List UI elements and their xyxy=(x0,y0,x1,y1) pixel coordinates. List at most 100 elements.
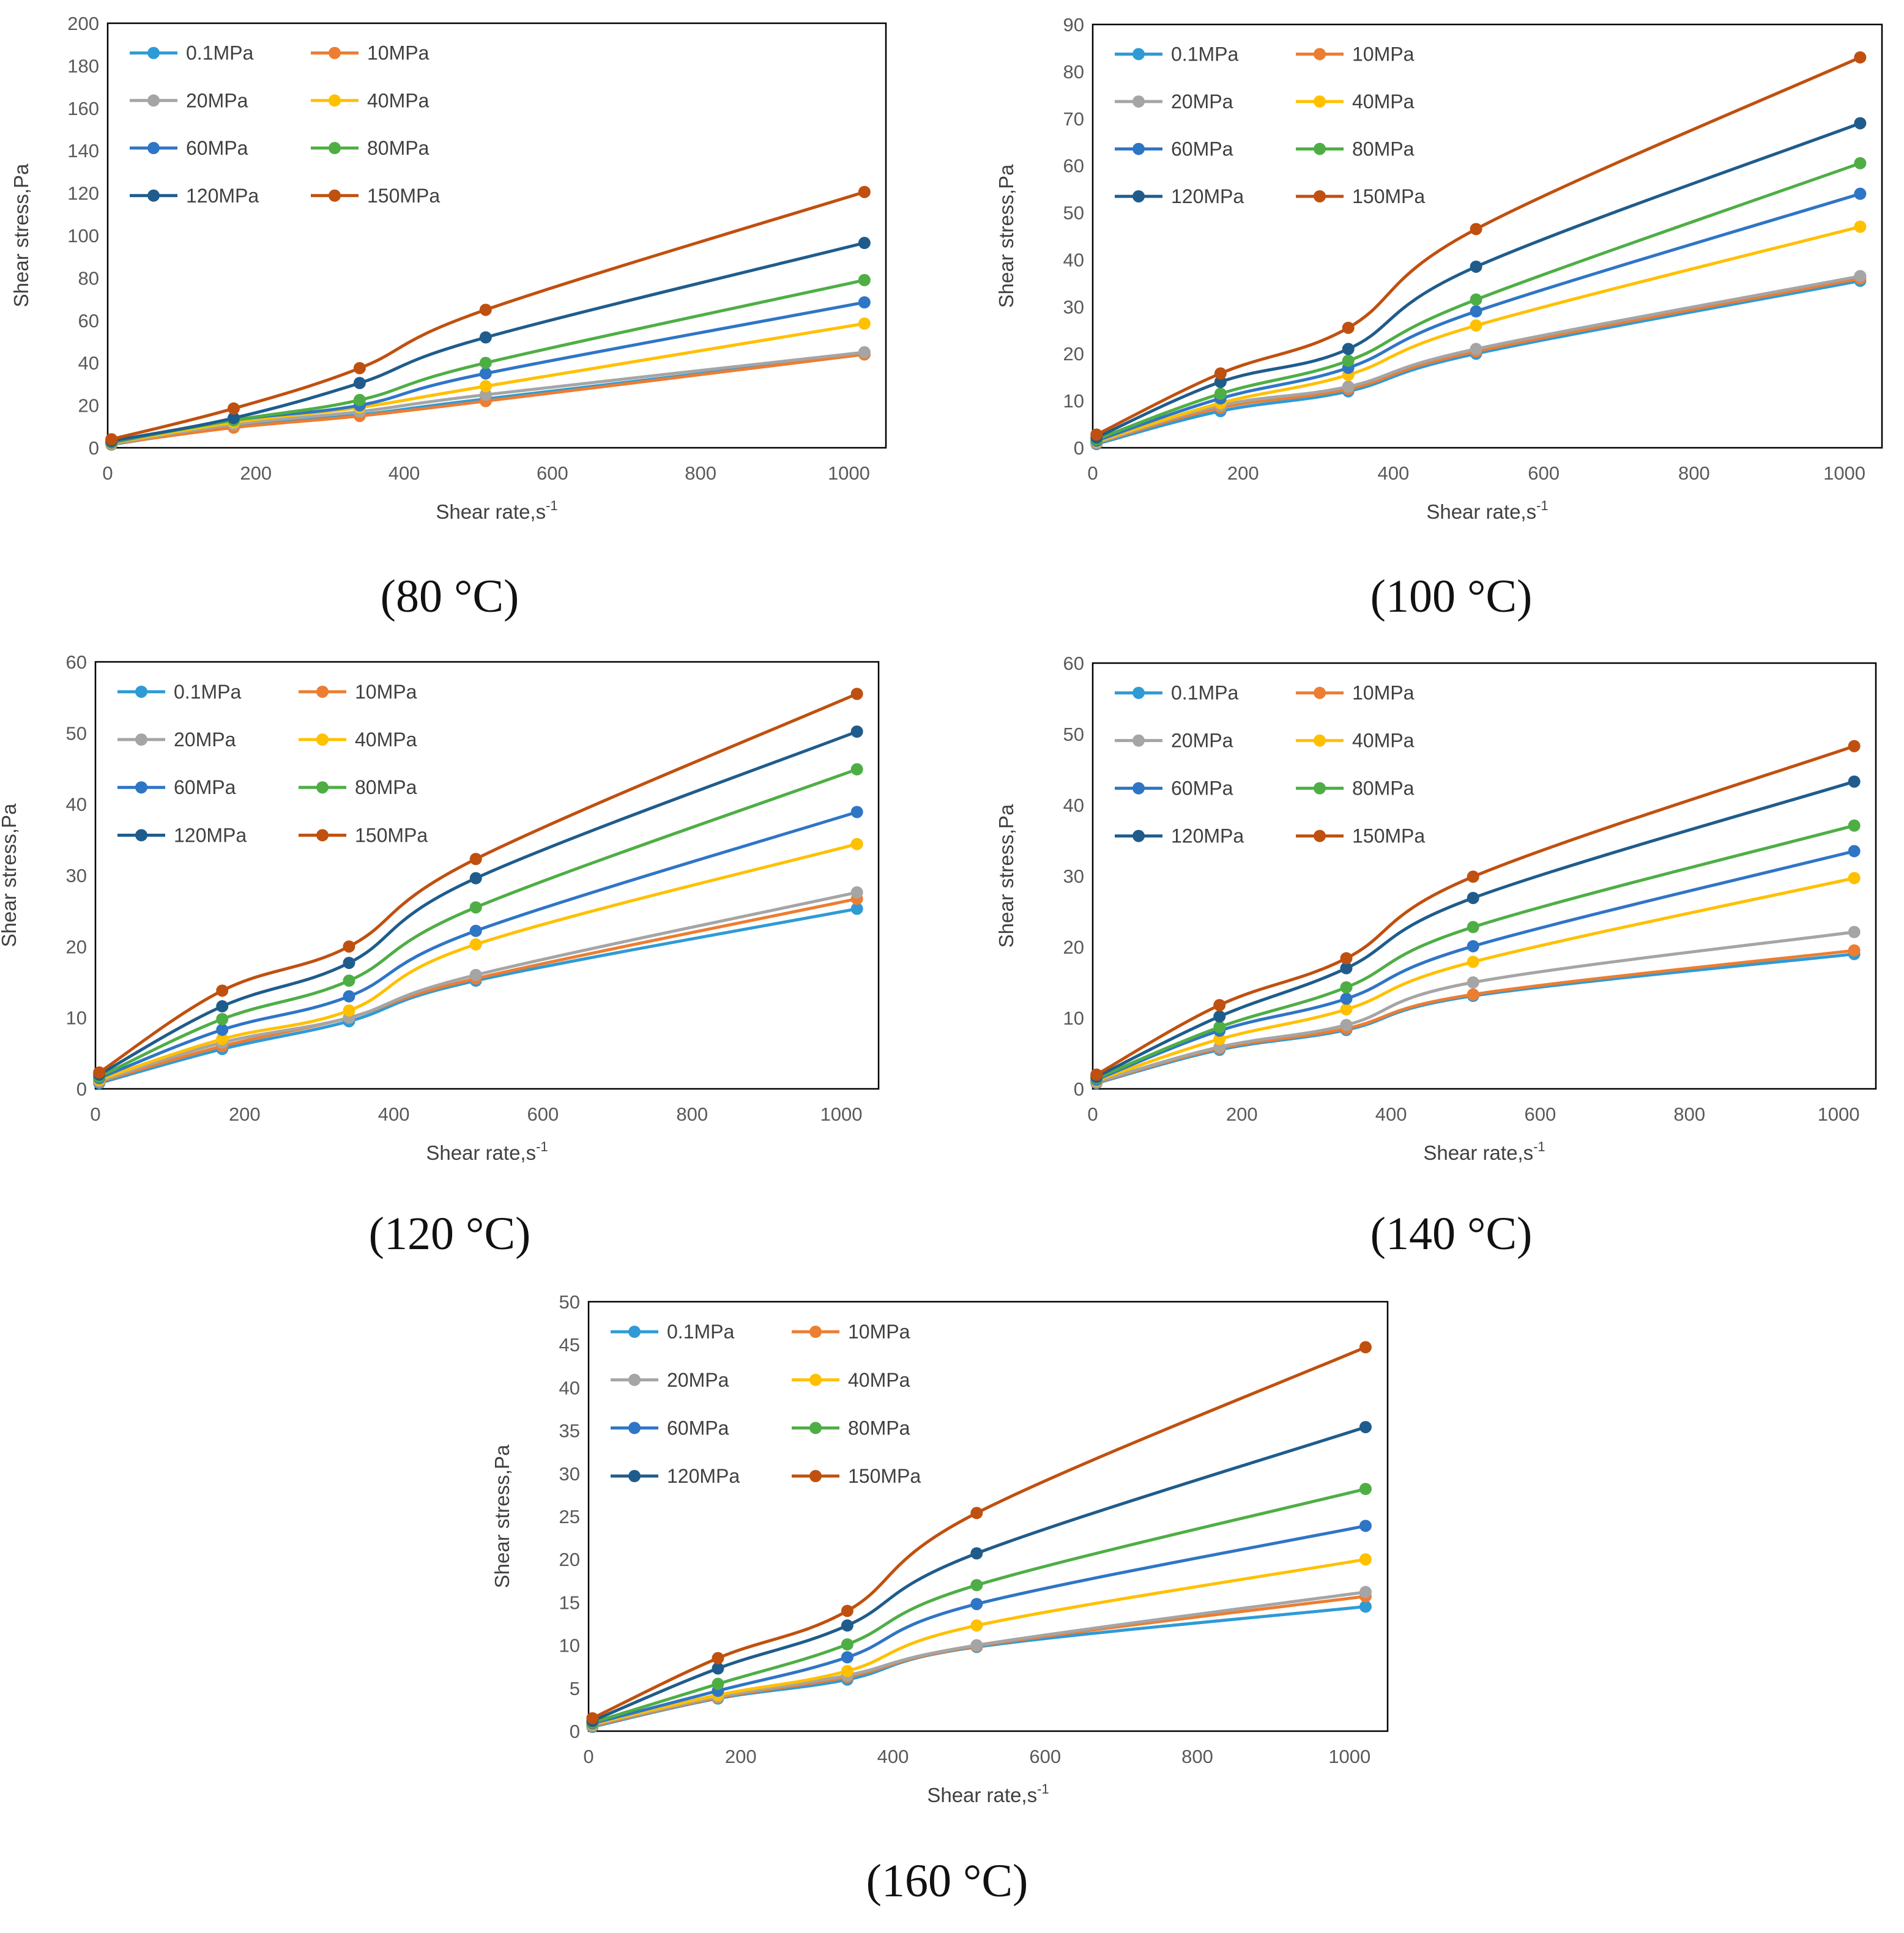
data-point-80MPa xyxy=(1213,1021,1226,1034)
legend-marker xyxy=(1314,95,1326,108)
legend-label: 10MPa xyxy=(367,42,430,64)
legend-marker xyxy=(1132,686,1145,699)
panel-caption: (100 °C) xyxy=(1370,571,1533,622)
panel-caption: (160 °C) xyxy=(866,1855,1028,1907)
legend-label: 60MPa xyxy=(1171,138,1233,160)
data-point-40MPa xyxy=(479,380,492,393)
data-point-120MPa xyxy=(1359,1420,1372,1433)
data-point-150MPa xyxy=(1854,51,1867,64)
legend-label: 150MPa xyxy=(1352,825,1425,847)
data-point-20MPa xyxy=(858,346,871,358)
data-point-20MPa xyxy=(1359,1586,1372,1598)
series-line-80MPa xyxy=(1095,824,1856,1080)
data-point-60MPa xyxy=(1340,992,1353,1005)
x-tick-label: 200 xyxy=(1226,1104,1258,1125)
data-point-120MPa xyxy=(479,331,492,344)
x-tick-label: 400 xyxy=(877,1746,909,1767)
legend-label: 40MPa xyxy=(848,1369,910,1391)
y-tick-label: 5 xyxy=(570,1678,580,1699)
y-tick-label: 60 xyxy=(78,310,99,332)
y-tick-label: 160 xyxy=(67,98,99,119)
x-axis-title-text: Shear rate,s xyxy=(927,1784,1037,1806)
legend-label: 20MPa xyxy=(1171,730,1233,752)
data-point-150MPa xyxy=(858,185,871,198)
data-point-120MPa xyxy=(343,957,355,970)
series-line-0.1MPa xyxy=(1095,952,1856,1085)
legend-label: 80MPa xyxy=(355,776,417,798)
data-point-150MPa xyxy=(1090,428,1103,441)
data-point-120MPa xyxy=(469,872,482,885)
data-point-80MPa xyxy=(712,1677,724,1690)
data-point-80MPa xyxy=(1340,981,1353,994)
legend-label: 150MPa xyxy=(355,824,428,846)
y-tick-label: 90 xyxy=(1063,14,1084,35)
x-axis-title-text: Shear rate,s xyxy=(1426,500,1536,523)
data-point-20MPa xyxy=(1342,380,1355,393)
legend-label: 20MPa xyxy=(1171,91,1233,113)
data-point-60MPa xyxy=(469,924,482,937)
y-axis-title: Shear stress,Pa xyxy=(995,804,1017,948)
legend-label: 40MPa xyxy=(1352,91,1415,113)
x-axis-title-superscript: -1 xyxy=(1533,1139,1545,1154)
data-point-150MPa xyxy=(1848,740,1861,752)
series-line-60MPa xyxy=(1095,192,1862,442)
data-point-120MPa xyxy=(1470,260,1482,273)
x-tick-label: 600 xyxy=(1525,1104,1556,1125)
data-point-20MPa xyxy=(479,388,492,401)
data-point-120MPa xyxy=(1854,117,1867,130)
data-point-40MPa xyxy=(970,1619,983,1632)
legend-label: 60MPa xyxy=(667,1417,729,1439)
legend-marker xyxy=(1314,829,1326,842)
y-tick-label: 20 xyxy=(78,395,99,417)
x-axis-title: Shear rate,s-1 xyxy=(1423,1139,1545,1164)
series-line-20MPa xyxy=(97,891,859,1083)
series-line-0.1MPa xyxy=(1095,279,1862,446)
series-line-10MPa xyxy=(110,352,866,446)
legend-label: 0.1MPa xyxy=(1171,43,1238,65)
data-point-150MPa xyxy=(1340,952,1353,965)
data-point-20MPa xyxy=(1848,926,1861,938)
data-point-150MPa xyxy=(1090,1068,1103,1081)
legend-label: 0.1MPa xyxy=(667,1321,734,1343)
data-point-150MPa xyxy=(712,1652,724,1664)
legend-marker xyxy=(135,733,147,746)
data-point-20MPa xyxy=(1470,343,1482,355)
series-line-40MPa xyxy=(1095,225,1862,443)
x-axis-title-text: Shear rate,s xyxy=(426,1141,536,1164)
y-tick-label: 45 xyxy=(559,1334,580,1356)
y-tick-label: 20 xyxy=(1063,343,1084,365)
data-point-120MPa xyxy=(1848,775,1861,788)
data-point-150MPa xyxy=(216,984,229,997)
y-axis-title: Shear stress,Pa xyxy=(0,803,20,947)
data-point-80MPa xyxy=(1214,387,1227,400)
y-tick-label: 200 xyxy=(67,13,99,34)
legend-label: 60MPa xyxy=(186,137,248,159)
legend-label: 10MPa xyxy=(1352,43,1415,65)
series-line-10MPa xyxy=(1095,276,1862,445)
y-tick-label: 140 xyxy=(67,140,99,161)
legend-marker xyxy=(135,685,147,698)
y-tick-label: 120 xyxy=(67,183,99,204)
legend-label: 20MPa xyxy=(186,89,248,111)
x-tick-label: 600 xyxy=(537,462,568,484)
data-point-20MPa xyxy=(1340,1018,1353,1031)
x-tick-label: 0 xyxy=(583,1746,593,1767)
legend-label: 80MPa xyxy=(367,137,430,159)
y-tick-label: 40 xyxy=(1063,795,1084,816)
data-point-120MPa xyxy=(1213,1010,1226,1023)
x-tick-label: 200 xyxy=(240,462,272,484)
series-line-10MPa xyxy=(1095,949,1856,1085)
panel-caption: (140 °C) xyxy=(1370,1208,1533,1260)
y-tick-label: 60 xyxy=(1063,653,1084,674)
data-point-80MPa xyxy=(1359,1483,1372,1496)
data-point-20MPa xyxy=(469,968,482,981)
legend-marker xyxy=(316,685,329,698)
legend-label: 150MPa xyxy=(848,1465,921,1487)
data-point-10MPa xyxy=(1467,988,1479,1001)
data-point-150MPa xyxy=(479,303,492,316)
data-point-80MPa xyxy=(343,974,355,987)
data-point-120MPa xyxy=(712,1662,724,1675)
